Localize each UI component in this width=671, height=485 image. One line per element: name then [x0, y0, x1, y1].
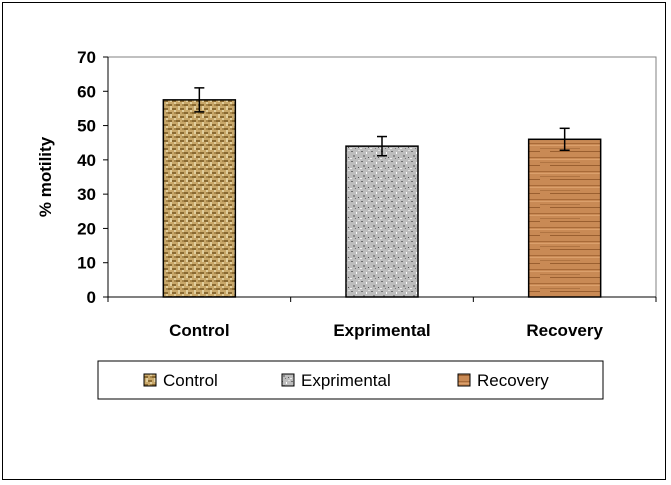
- y-tick-label: 40: [77, 151, 96, 170]
- y-tick-label: 0: [87, 288, 96, 307]
- category-label: Recovery: [526, 321, 603, 340]
- category-label: Exprimental: [333, 321, 430, 340]
- category-labels: Control Exprimental Recovery: [169, 321, 603, 340]
- y-tick-label: 60: [77, 82, 96, 101]
- y-tick-label: 10: [77, 254, 96, 273]
- legend-swatch: [143, 373, 157, 387]
- legend-label: Exprimental: [301, 371, 391, 390]
- error-bars: [194, 87, 570, 157]
- legend: Control Exprimental Recovery: [143, 371, 549, 390]
- y-tick-label: 30: [77, 185, 96, 204]
- legend-label: Control: [163, 371, 218, 390]
- bars: [162, 99, 602, 298]
- error-bar-exprimental: [377, 135, 387, 157]
- bar-recovery: [527, 138, 602, 298]
- legend-label: Recovery: [477, 371, 549, 390]
- y-ticks: 0 10 20 30 40 50 60 70: [77, 48, 108, 307]
- legend-item-control: Control: [143, 371, 218, 390]
- x-ticks: [107, 297, 657, 302]
- y-axis-title: % motility: [36, 136, 55, 217]
- y-tick-label: 70: [77, 48, 96, 67]
- y-tick-label: 20: [77, 219, 96, 238]
- legend-item-exprimental: Exprimental: [281, 371, 391, 390]
- y-tick-label: 50: [77, 117, 96, 136]
- error-bar-recovery: [559, 127, 570, 152]
- category-label: Control: [169, 321, 229, 340]
- legend-swatch: [457, 373, 471, 387]
- error-bar-control: [194, 87, 205, 113]
- legend-item-recovery: Recovery: [457, 371, 549, 390]
- bar-exprimental: [345, 145, 419, 298]
- legend-box: [97, 360, 604, 400]
- legend-swatch: [281, 373, 295, 387]
- bar-control: [162, 99, 237, 298]
